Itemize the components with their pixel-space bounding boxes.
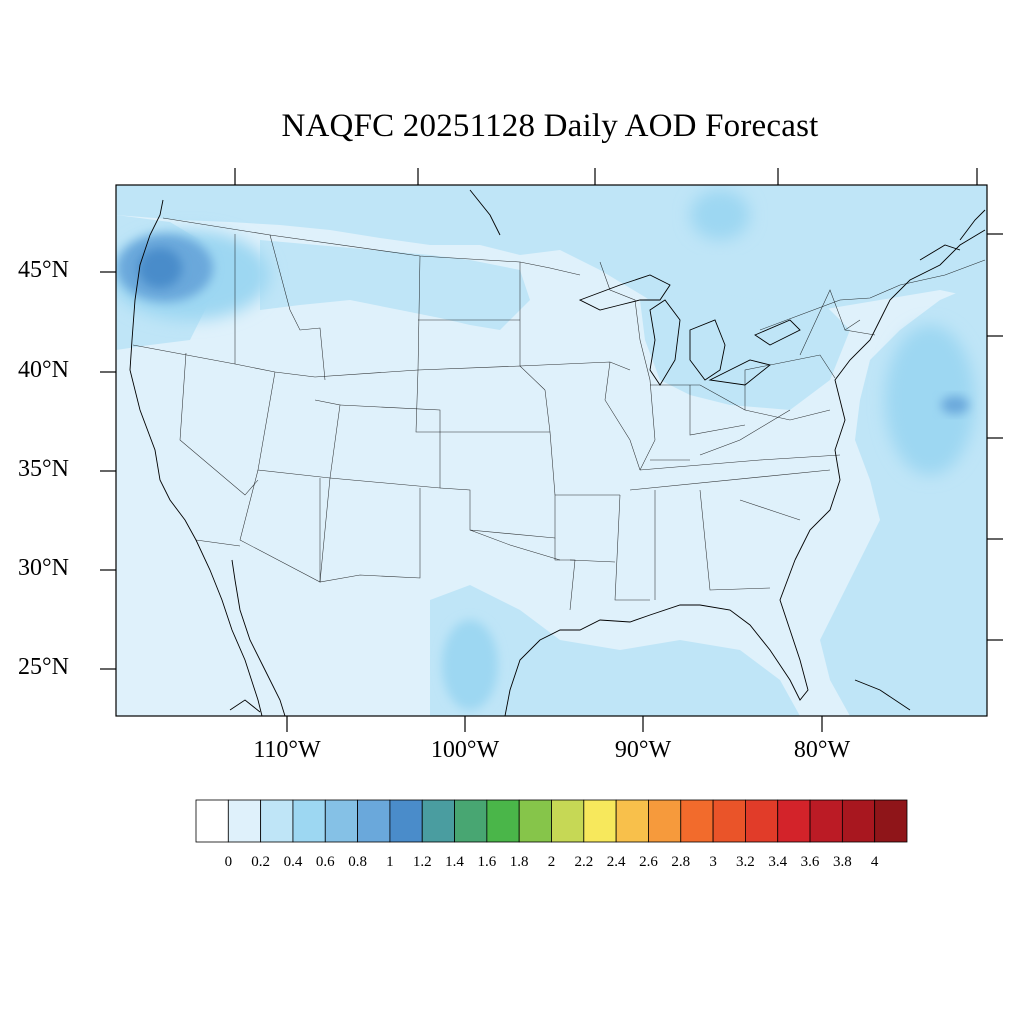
lon-label-100w: 100°W: [430, 737, 500, 763]
colorbar-swatch: [357, 799, 391, 843]
lat-label-35: 35°N: [18, 456, 69, 482]
colorbar-tick-label: 3.2: [736, 854, 755, 870]
colorbar-tick-label: 2.2: [574, 854, 594, 870]
colorbar-swatch: [680, 799, 714, 843]
colorbar-tick-label: 0.2: [251, 854, 270, 870]
colorbar-swatch: [389, 799, 423, 843]
aod-high-atlantic: [941, 396, 969, 414]
colorbar-swatch: [745, 799, 779, 843]
lat-label-30: 30°N: [18, 555, 69, 581]
map-title: NAQFC 20251128 Daily AOD Forecast: [281, 108, 819, 144]
colorbar-tick-label: 2.8: [671, 854, 691, 870]
colorbar-tick-label: 0.8: [348, 854, 367, 870]
lat-label-45: 45°N: [18, 257, 69, 283]
colorbar-swatch: [518, 799, 552, 843]
colorbar-swatch: [260, 799, 294, 843]
colorbar-swatch: [454, 799, 488, 843]
colorbar-swatch: [292, 799, 326, 843]
aod-region-great-lakes: [640, 290, 850, 410]
colorbar-tick-label: 2.6: [639, 854, 658, 870]
right-ticks: [987, 233, 1003, 641]
lat-label-40: 40°N: [18, 357, 69, 383]
colorbar-tick-label: 3.4: [768, 854, 788, 870]
colorbar-tick-label: 2: [547, 854, 556, 870]
colorbar-swatch: [421, 799, 455, 843]
left-ticks: [100, 271, 116, 670]
colorbar-swatch: [324, 799, 358, 843]
aod-mid-canada: [690, 190, 750, 240]
colorbar-swatch: [874, 799, 908, 843]
colorbar-tick-label: 0.6: [315, 854, 335, 870]
map-frame: [115, 184, 988, 717]
colorbar-tick-label: 0: [224, 854, 233, 870]
colorbar-swatch: [551, 799, 585, 843]
colorbar-tick-label: 1.6: [477, 854, 497, 870]
colorbar-tick-label: 1.2: [412, 854, 432, 870]
colorbar-swatch: [648, 799, 682, 843]
colorbar-tick-label: 1: [386, 854, 394, 870]
colorbar: [195, 799, 908, 843]
aod-region-gulf: [430, 585, 800, 716]
colorbar-swatch: [195, 799, 229, 843]
lat-label-25: 25°N: [18, 654, 69, 680]
aod-peak-northwest: [138, 248, 182, 288]
bottom-ticks: [286, 716, 823, 732]
colorbar-tick-label: 1.4: [445, 854, 464, 870]
colorbar-swatch: [486, 799, 520, 843]
coastlines: [129, 189, 986, 716]
colorbar-tick-label: 3.6: [800, 854, 820, 870]
colorbar-tick-label: 3.8: [832, 854, 852, 870]
colorbar-tick-label: 1.8: [509, 854, 529, 870]
colorbar-tick-label: 3: [709, 854, 717, 870]
colorbar-swatch: [777, 799, 811, 843]
colorbar-swatch: [583, 799, 617, 843]
state-boundaries: [132, 217, 986, 611]
colorbar-tick-label: 2.4: [606, 854, 626, 870]
colorbar-tick-label: 0.4: [283, 854, 303, 870]
lon-label-110w: 110°W: [253, 737, 321, 763]
top-ticks: [234, 168, 978, 185]
lon-label-90w: 90°W: [614, 737, 672, 763]
colorbar-swatch: [712, 799, 746, 843]
lon-label-80w: 80°W: [793, 737, 851, 763]
colorbar-swatch: [841, 799, 876, 843]
aod-mid-atlantic: [885, 325, 975, 475]
colorbar-tick-label: 4: [870, 854, 879, 870]
aod-region-north-plains: [260, 240, 530, 330]
colorbar-swatch: [227, 799, 262, 843]
colorbar-swatch: [615, 799, 649, 843]
aod-mid-texas: [442, 620, 498, 710]
colorbar-swatch: [809, 799, 843, 843]
map-field: [116, 185, 987, 716]
